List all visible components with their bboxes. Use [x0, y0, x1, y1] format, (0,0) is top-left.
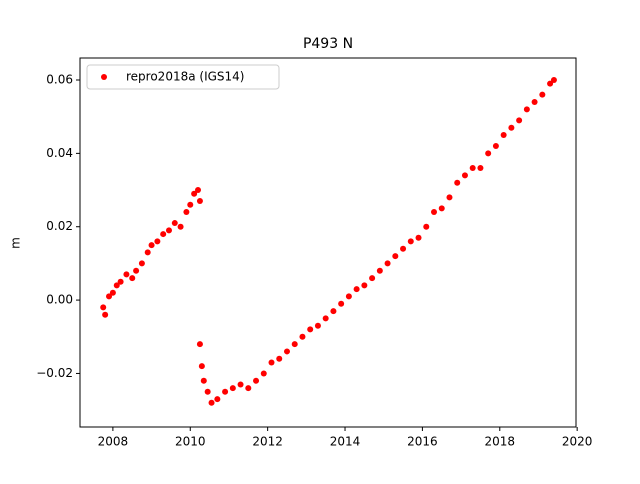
point — [200, 377, 207, 384]
point — [133, 267, 140, 274]
x-tick-label: 2016 — [407, 435, 438, 449]
point — [446, 194, 453, 201]
point — [369, 275, 376, 282]
point — [138, 260, 145, 267]
point — [237, 381, 244, 388]
point — [245, 385, 252, 392]
point — [198, 363, 205, 370]
point — [547, 80, 554, 87]
point — [106, 293, 113, 300]
point — [314, 322, 321, 329]
point — [477, 165, 484, 172]
point — [113, 282, 120, 289]
point — [268, 359, 275, 366]
point — [400, 245, 407, 252]
point — [345, 293, 352, 300]
point — [148, 242, 155, 249]
point — [222, 388, 229, 395]
point — [469, 165, 476, 172]
point — [299, 333, 306, 340]
point — [461, 172, 468, 179]
point — [423, 223, 430, 230]
point — [276, 355, 283, 362]
point — [508, 124, 515, 131]
point — [191, 190, 198, 197]
point — [485, 150, 492, 157]
point — [160, 231, 167, 238]
point — [177, 223, 184, 230]
x-tick-label: 2018 — [485, 435, 516, 449]
point — [338, 300, 345, 307]
plot-frame — [79, 57, 577, 428]
point — [523, 106, 530, 113]
point — [392, 253, 399, 260]
point — [196, 198, 203, 205]
point — [102, 311, 109, 318]
point — [438, 205, 445, 212]
point — [431, 209, 438, 216]
point — [322, 315, 329, 322]
point — [171, 220, 178, 227]
point — [154, 238, 161, 245]
point — [165, 227, 172, 234]
point — [539, 91, 546, 98]
point — [204, 388, 211, 395]
point — [117, 278, 124, 285]
point — [260, 370, 267, 377]
chart-title: P493 N — [303, 36, 353, 52]
x-tick-label: 2008 — [98, 435, 129, 449]
point — [129, 275, 136, 282]
point — [283, 348, 290, 355]
point — [214, 396, 221, 403]
y-tick-label: 0.06 — [46, 73, 73, 87]
x-tick-label: 2020 — [562, 435, 593, 449]
point — [500, 132, 507, 139]
point — [291, 341, 298, 348]
point — [531, 99, 538, 106]
point — [550, 77, 557, 84]
y-axis-label: m — [9, 237, 23, 249]
legend-marker — [101, 74, 107, 80]
point — [253, 377, 260, 384]
point — [195, 187, 202, 194]
y-tick-label: −0.02 — [36, 366, 73, 380]
point — [407, 238, 414, 245]
y-tick-label: 0.00 — [46, 293, 73, 307]
point — [384, 260, 391, 267]
point — [330, 308, 337, 315]
point — [454, 179, 461, 186]
point — [208, 399, 215, 406]
point — [361, 282, 368, 289]
x-tick-label: 2010 — [175, 435, 206, 449]
point — [196, 341, 203, 348]
y-tick-label: 0.04 — [46, 146, 73, 160]
point — [353, 286, 360, 293]
point — [376, 267, 383, 274]
point — [307, 326, 314, 333]
legend-label: repro2018a (IGS14) — [126, 70, 244, 84]
point — [144, 249, 151, 256]
point — [123, 271, 130, 278]
point — [183, 209, 190, 216]
point — [187, 201, 194, 208]
y-tick-label: 0.02 — [46, 219, 73, 233]
point — [492, 143, 499, 150]
point — [229, 385, 236, 392]
legend-box — [86, 64, 280, 90]
point — [100, 304, 107, 311]
point — [415, 234, 422, 241]
point — [516, 117, 523, 124]
x-tick-label: 2014 — [330, 435, 361, 449]
x-tick-label: 2012 — [252, 435, 283, 449]
point — [109, 289, 116, 296]
